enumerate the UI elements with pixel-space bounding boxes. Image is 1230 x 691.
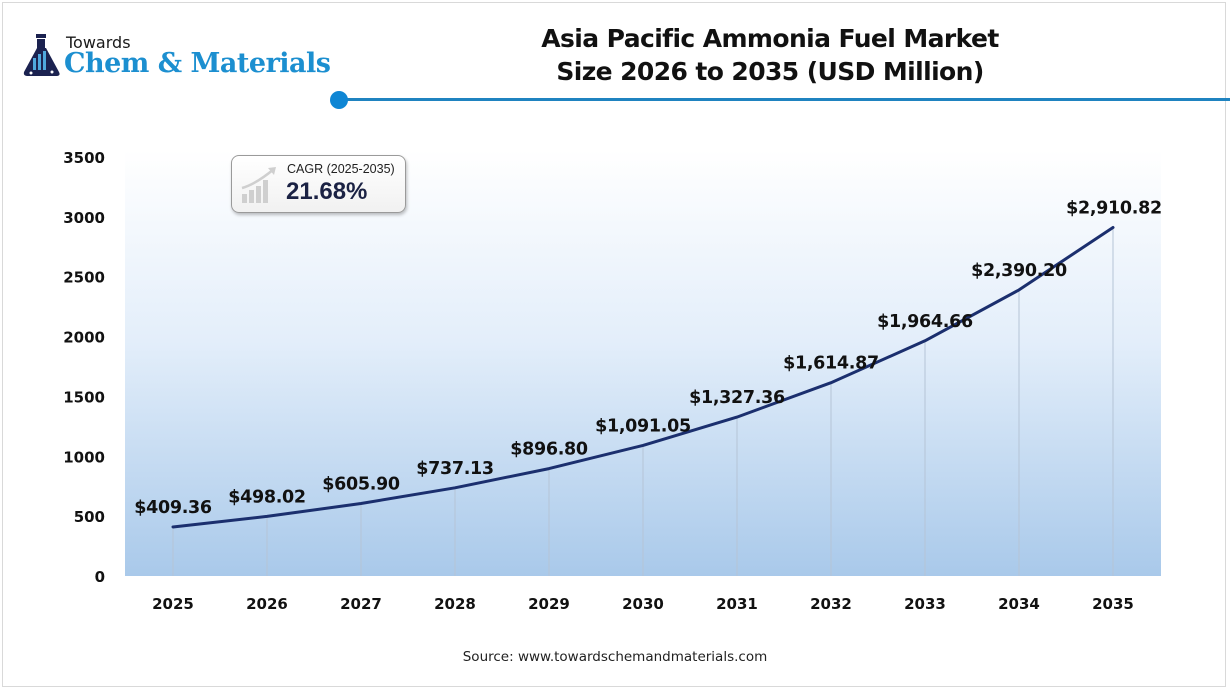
x-tick-label: 2033 xyxy=(904,595,946,613)
data-label: $605.90 xyxy=(322,474,400,494)
y-tick-label: 1000 xyxy=(63,448,105,466)
y-tick-label: 3000 xyxy=(63,209,105,227)
x-tick-label: 2034 xyxy=(998,595,1040,613)
y-tick-label: 1500 xyxy=(63,388,105,406)
y-tick-label: 0 xyxy=(95,568,105,586)
x-tick-label: 2035 xyxy=(1092,595,1134,613)
title-line1: Asia Pacific Ammonia Fuel Market xyxy=(541,24,999,53)
drop-lines xyxy=(172,227,1114,576)
chart-title: Asia Pacific Ammonia Fuel Market Size 20… xyxy=(470,22,1070,88)
x-tick-label: 2029 xyxy=(528,595,570,613)
x-tick-label: 2028 xyxy=(434,595,476,613)
data-label: $1,327.36 xyxy=(689,388,785,408)
brand-line1: Towards xyxy=(66,33,131,52)
series-line xyxy=(171,226,1115,529)
data-label: $737.13 xyxy=(416,459,494,479)
y-tick-label: 500 xyxy=(74,508,105,526)
x-tick-label: 2032 xyxy=(810,595,852,613)
x-tick-label: 2030 xyxy=(622,595,664,613)
cagr-badge: CAGR (2025-2035) 21.68% xyxy=(231,155,406,213)
y-tick-label: 2500 xyxy=(63,269,105,287)
source-note: Source: www.towardschemandmaterials.com xyxy=(462,649,768,665)
data-label: $2,910.82 xyxy=(1066,199,1162,219)
x-tick-label: 2025 xyxy=(152,595,194,613)
flask-chart-icon xyxy=(23,34,60,76)
y-tick-label: 3500 xyxy=(63,149,105,167)
data-label: $896.80 xyxy=(510,440,588,460)
y-tick-label: 2000 xyxy=(63,329,105,347)
x-tick-label: 2027 xyxy=(340,595,382,613)
y-axis: 0 500 1000 1500 2000 2500 3000 3500 xyxy=(63,149,105,586)
x-axis: 2025 2026 2027 2028 2029 2030 2031 2032 2033 2034… xyxy=(152,595,1134,613)
cagr-label: CAGR (2025-2035) xyxy=(287,162,395,176)
data-labels: $409.36 $498.02 $605.90 $737.13 $896.80 $1,09… xyxy=(134,199,1162,518)
header-rule-dot xyxy=(330,91,348,109)
data-label: $1,091.05 xyxy=(595,416,691,436)
cagr-value: 21.68% xyxy=(286,178,368,205)
data-label: $498.02 xyxy=(228,487,306,507)
data-label: $1,964.66 xyxy=(877,312,973,332)
x-tick-label: 2031 xyxy=(716,595,758,613)
data-label: $409.36 xyxy=(134,498,212,518)
brand-line2: Chem & Materials xyxy=(64,48,331,79)
x-tick-label: 2026 xyxy=(246,595,288,613)
title-line2: Size 2026 to 2035 (USD Million) xyxy=(556,57,984,86)
growth-chart-icon xyxy=(241,167,276,203)
data-label: $2,390.20 xyxy=(971,261,1067,281)
header-rule xyxy=(340,98,1230,101)
data-label: $1,614.87 xyxy=(783,354,879,374)
